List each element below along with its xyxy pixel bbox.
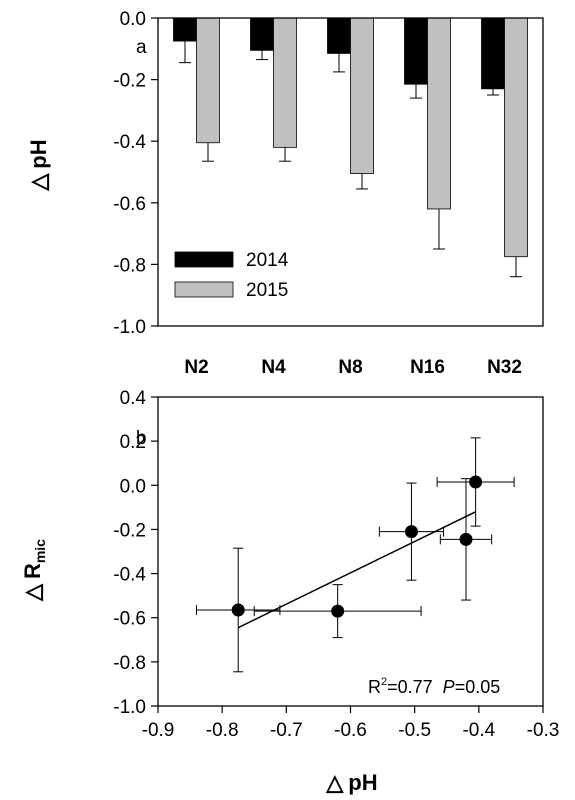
panel-b-statistics: R2=0.77 P=0.05: [368, 676, 500, 697]
y-tick-label: -0.6: [113, 609, 146, 630]
x-tick-label: -0.6: [334, 720, 367, 741]
bar-2014-N2: [173, 17, 197, 42]
bar-2014-N8: [327, 17, 351, 54]
panel-a-bars: [173, 17, 528, 278]
bar-2014-N16: [404, 17, 428, 85]
panel-b-y-axis-subscript: mic: [32, 539, 48, 563]
bar-2014-N4: [250, 17, 274, 51]
x-tick-label: N2: [184, 357, 208, 378]
r-squared-value: =0.77: [387, 677, 433, 697]
p-value-label: P: [443, 677, 455, 697]
y-tick-label: -0.8: [113, 255, 146, 276]
panel-b-points: [196, 437, 515, 673]
panel-b-ticks: 0.4 0.2 0.0 -0.2 -0.4 -0.6 -0.8 -1.0-0.9 -0.8 -0.…: [113, 388, 559, 741]
panel-a-y-ticks: 0.0 -0.2 -0.4 -0.6 -0.8 -1.0: [113, 9, 158, 338]
regression-line: [237, 511, 476, 629]
x-tick-label: -0.8: [206, 720, 239, 741]
legend-label: 2015: [246, 280, 288, 301]
panel-a-x-ticks: N2 N4 N8 N16 N32: [184, 357, 522, 378]
panel-b-frame: [157, 396, 544, 707]
panel-b-y-axis-label: △ Rmic: [20, 539, 48, 602]
r-squared-label: R: [368, 677, 381, 697]
panel-b-y-axis-text: R: [20, 563, 45, 579]
x-tick-label: N4: [261, 357, 286, 378]
data-point: [469, 475, 483, 489]
y-tick-label: -0.4: [113, 565, 146, 586]
x-tick-label: N8: [338, 357, 362, 378]
data-point: [231, 603, 245, 617]
y-tick-label: -0.6: [113, 194, 146, 215]
bar-2015-N8: [350, 17, 374, 174]
y-tick-label: 0.2: [120, 432, 146, 453]
bar-2015-N4: [273, 17, 297, 148]
y-tick-label: -1.0: [113, 317, 146, 338]
y-tick-label: -1.0: [113, 697, 146, 718]
bar-2015-N2: [196, 17, 220, 144]
panel-b-x-axis-text: pH: [348, 770, 377, 795]
delta-symbol: △: [20, 583, 45, 602]
data-point: [459, 532, 473, 546]
delta-symbol: △: [325, 770, 344, 795]
legend-swatch-2014: [174, 251, 234, 268]
y-tick-label: 0.0: [120, 476, 146, 497]
panel-b-x-axis-label: △ pH: [325, 770, 377, 795]
panel-b-scatter-plot: b △Rmic △ pH 0.40.20.0-0.2-0.4-0.6-0.8-1.…: [20, 388, 559, 795]
data-point: [331, 604, 345, 618]
x-tick-label: N16: [410, 357, 445, 378]
panel-a-label: a: [136, 37, 147, 58]
y-tick-label: -0.2: [113, 71, 146, 92]
legend-swatch-2015: [174, 281, 234, 298]
panel-a-frame: [157, 17, 544, 327]
panel-a-bar-chart: a △pH 0.0-0.2-0.4-0.6-0.8-1.0 N2 N4 N8 N16 N…: [26, 9, 544, 378]
bar-2014-N32: [481, 17, 505, 90]
y-tick-label: -0.2: [113, 520, 146, 541]
data-point: [404, 525, 418, 539]
panel-b-fit-line: [237, 511, 476, 629]
p-value-value: =0.05: [455, 677, 501, 697]
y-tick-label: 0.4: [120, 388, 147, 409]
x-tick-label: -0.7: [270, 720, 303, 741]
x-tick-label: -0.3: [527, 720, 560, 741]
bar-2015-N32: [504, 17, 528, 258]
legend-label: 2014: [246, 250, 289, 271]
delta-symbol: △: [26, 173, 51, 192]
bar-2015-N16: [427, 17, 451, 210]
panel-b-label: b: [136, 428, 147, 449]
y-tick-label: 0.0: [120, 9, 146, 30]
x-tick-label: -0.4: [462, 720, 495, 741]
r-squared-superscript: 2: [381, 676, 387, 688]
panel-a-y-axis-text: pH: [26, 139, 51, 168]
x-tick-label: -0.5: [398, 720, 431, 741]
y-tick-label: -0.8: [113, 653, 146, 674]
x-tick-label: -0.9: [142, 720, 175, 741]
panel-a-y-axis-label: △ pH: [26, 139, 51, 191]
panel-a-legend: 2014 2015: [174, 250, 289, 301]
x-tick-label: N32: [487, 357, 522, 378]
y-tick-label: -0.4: [113, 132, 146, 153]
